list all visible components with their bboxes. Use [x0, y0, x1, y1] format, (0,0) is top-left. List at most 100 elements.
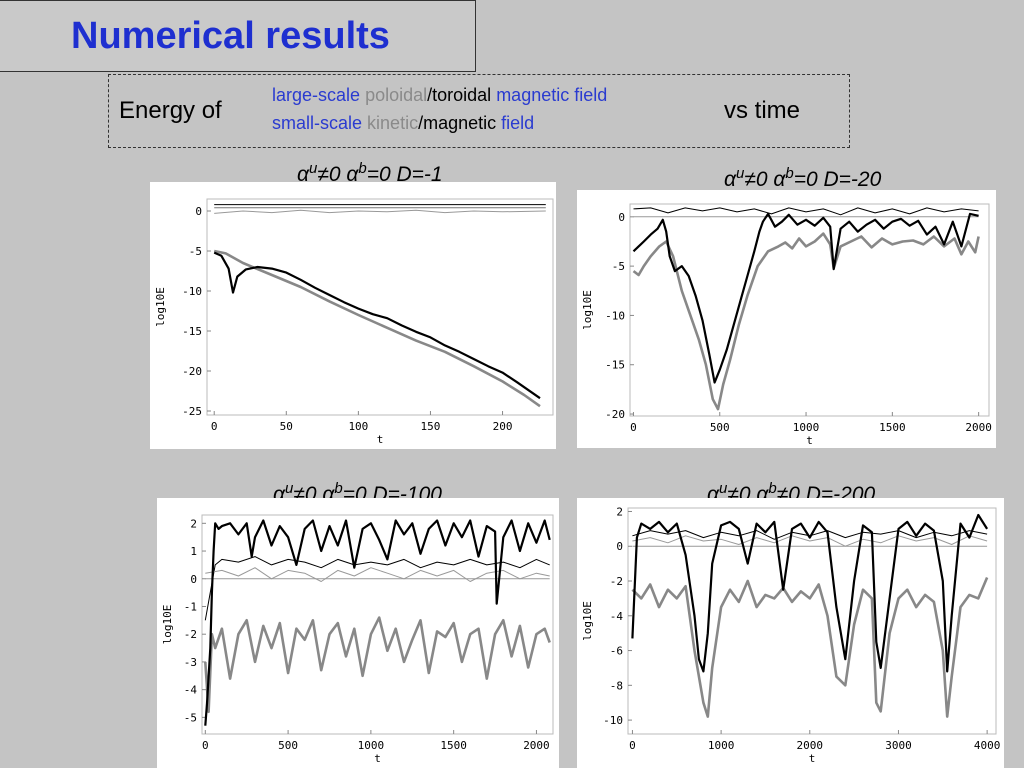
series-line-4	[632, 212, 979, 384]
x-axis-label: t	[806, 434, 813, 447]
y-tick-label: -10	[603, 714, 623, 727]
y-tick-label: -10	[182, 285, 202, 298]
y-tick-label: 2	[190, 517, 197, 530]
y-axis-label: log10E	[161, 605, 174, 645]
legend-segment: /toroidal	[427, 85, 492, 105]
title-part: α	[273, 483, 285, 506]
x-tick-label: 1000	[793, 421, 820, 434]
title-box: Numerical results	[0, 0, 476, 72]
title-part: α	[724, 168, 736, 191]
series-line-4	[204, 616, 551, 714]
legend-segment: small-scale	[272, 113, 363, 133]
x-tick-label: 2000	[797, 739, 824, 752]
plot-frame	[201, 514, 554, 735]
chart-panel-2: 0 -5 -10 -15 -20 0 500 1000 1500 2000 t log10E	[577, 190, 996, 448]
x-tick-label: 0	[202, 739, 209, 752]
title-part: α	[707, 483, 719, 506]
x-tick-label: 50	[280, 420, 293, 433]
x-tick-label: 1000	[358, 739, 385, 752]
chart-3: 2 1 0 -1 -2 -3 -4 -5 0 500 1000 1500 2000 t log10E	[161, 514, 554, 765]
plot-frame	[206, 198, 554, 416]
title-part: ≠0 α	[317, 163, 359, 186]
title-part: b	[358, 160, 367, 177]
x-tick-label: 200	[493, 420, 513, 433]
series-line-2	[204, 556, 550, 621]
x-tick-label: 100	[348, 420, 368, 433]
y-axis-label: log10E	[154, 287, 167, 327]
legend-line-large-scale: large-scale poloidal/toroidal magnetic f…	[272, 85, 607, 106]
y-tick-label: -5	[189, 245, 202, 258]
x-axis-label: t	[809, 752, 816, 765]
y-tick-label: -20	[182, 365, 202, 378]
y-tick-label: -25	[182, 405, 202, 418]
title-part: u	[308, 160, 318, 177]
legend-segment: field	[501, 113, 535, 133]
chart-4: 2 0 -2 -4 -6 -8 -10 0 1000 2000 3000 4000 t log10E	[581, 505, 1001, 765]
y-tick-label: 1	[190, 545, 197, 558]
y-tick-label: -2	[184, 628, 197, 641]
x-tick-label: 0	[211, 420, 218, 433]
y-tick-label: 0	[195, 205, 202, 218]
panel-title-1: αu≠0 αb=0 D=-1	[297, 160, 443, 187]
y-tick-label: 2	[616, 505, 623, 518]
x-tick-label: 1500	[440, 739, 467, 752]
x-tick-label: 2000	[965, 421, 992, 434]
y-axis-label: log10E	[581, 290, 594, 330]
chart-panel-3: 2 1 0 -1 -2 -3 -4 -5 0 500 1000 1500 2000 t log10E	[157, 498, 559, 768]
x-tick-label: 0	[630, 421, 637, 434]
series-line-5	[631, 513, 989, 673]
legend-line-small-scale: small-scale kinetic/magnetic field	[272, 113, 534, 134]
title-part: ≠0 α	[744, 168, 786, 191]
x-axis-label: t	[374, 752, 381, 765]
legend-segment: large-scale	[272, 85, 361, 105]
y-tick-label: -8	[610, 679, 623, 692]
title-part: b	[785, 165, 794, 182]
title-part: =0 D=-1	[366, 163, 443, 186]
x-axis-label: t	[377, 433, 384, 446]
y-tick-label: 0	[618, 211, 625, 224]
x-tick-label: 150	[421, 420, 441, 433]
plot-frame	[629, 203, 990, 417]
series-line-3	[632, 232, 980, 411]
y-tick-label: 0	[190, 573, 197, 586]
x-tick-label: 0	[629, 739, 636, 752]
y-tick-label: -4	[610, 610, 624, 623]
title-part: =0 D=-20	[793, 168, 882, 191]
chart-panel-4: 2 0 -2 -4 -6 -8 -10 0 1000 2000 3000 4000 t log10E	[577, 498, 1004, 768]
legend-suffix: vs time	[724, 97, 801, 124]
series-line-5	[204, 519, 551, 726]
y-tick-label: -5	[612, 260, 625, 273]
chart-1: 0 -5 -10 -15 -20 -25 0 50 100 150 200 t log10E	[154, 198, 554, 446]
series-line-5	[213, 251, 541, 400]
y-tick-label: 0	[616, 540, 623, 553]
chart-2: 0 -5 -10 -15 -20 0 500 1000 1500 2000 t log10E	[581, 203, 992, 447]
plot-frame	[627, 507, 997, 735]
y-tick-label: -1	[184, 600, 197, 613]
x-tick-label: 1500	[879, 421, 906, 434]
title-part: u	[718, 480, 728, 497]
series-line-3	[632, 535, 988, 547]
y-tick-label: -5	[184, 711, 197, 724]
x-tick-label: 2000	[523, 739, 550, 752]
x-tick-label: 4000	[974, 739, 1001, 752]
panel-title-2: αu≠0 αb=0 D=-20	[724, 165, 881, 192]
y-tick-label: -3	[184, 656, 197, 669]
title-part: u	[735, 165, 745, 182]
y-tick-label: -20	[605, 408, 625, 421]
y-axis-label: log10E	[581, 601, 594, 641]
x-tick-label: 500	[710, 421, 730, 434]
y-tick-label: -4	[184, 684, 198, 697]
title-part: u	[284, 480, 294, 497]
y-tick-label: -6	[610, 645, 623, 658]
legend-segment: kinetic	[367, 113, 419, 133]
chart-panel-1: 0 -5 -10 -15 -20 -25 0 50 100 150 200 t log10E	[150, 182, 556, 449]
series-line-4	[213, 249, 541, 408]
y-tick-label: -15	[605, 359, 625, 372]
x-tick-label: 1000	[708, 739, 735, 752]
legend-segment: poloidal	[365, 85, 428, 105]
legend-segment: magnetic field	[496, 85, 608, 105]
series-line-1	[633, 207, 979, 216]
y-tick-label: -15	[182, 325, 202, 338]
y-tick-label: -10	[605, 309, 625, 322]
title-part: α	[297, 163, 309, 186]
